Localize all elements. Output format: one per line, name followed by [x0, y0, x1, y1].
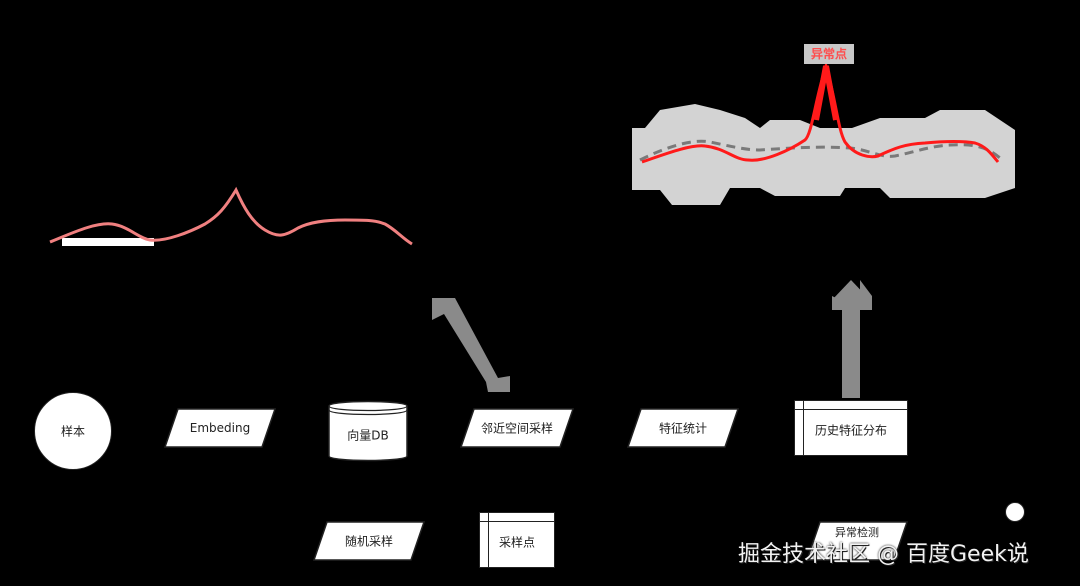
node-history-distribution-label: 历史特征分布: [814, 423, 887, 438]
node-sample[interactable]: 样本: [34, 392, 112, 470]
node-embedding-label: Embeding: [189, 421, 251, 435]
node-neighbor-sampling[interactable]: 邻近空间采样: [460, 408, 574, 448]
node-random-sampling[interactable]: 随机采样: [313, 521, 425, 561]
storage-v-line: [488, 513, 489, 567]
storage-h-line: [480, 521, 554, 522]
node-anomaly-detection-label: 异常检测: [835, 526, 879, 540]
node-anomaly-detection[interactable]: 异常检测: [806, 521, 908, 561]
node-neighbor-sampling-label: 邻近空间采样: [480, 421, 553, 436]
cylinder-shape: [328, 400, 408, 462]
anomaly-point-label: 异常点: [804, 44, 854, 64]
node-vector-db-label: 向量DB: [347, 428, 389, 443]
neighbor-sample-curve: [49, 186, 413, 246]
watermark: 掘金技术社区 @ 百度Geek说: [738, 542, 1029, 567]
node-feature-stats[interactable]: 特征统计: [627, 408, 739, 448]
parallelogram-shape: [806, 521, 908, 561]
node-vector-db[interactable]: 向量DB: [328, 398, 408, 462]
storage-h-line: [795, 409, 907, 410]
arrow-neighbor-to-left-chart: [432, 298, 510, 392]
node-sample-points-label: 采样点: [498, 535, 535, 550]
node-sample-label: 样本: [60, 424, 85, 439]
storage-v-line: [803, 401, 804, 455]
node-feature-stats-label: 特征统计: [658, 421, 707, 436]
parallelogram-shape: [627, 408, 739, 448]
node-history-distribution[interactable]: 历史特征分布: [794, 400, 908, 456]
node-embedding[interactable]: Embeding: [164, 408, 276, 448]
node-random-sampling-label: 随机采样: [344, 534, 393, 549]
parallelogram-shape: [164, 408, 276, 448]
node-end[interactable]: [1005, 502, 1025, 522]
anomaly-spike: [813, 65, 839, 121]
node-sample-points[interactable]: 采样点: [479, 512, 555, 568]
parallelogram-shape: [460, 408, 574, 448]
parallelogram-shape: [313, 521, 425, 561]
history-distribution-band: [632, 104, 1015, 205]
arrow-history-to-right-chart: [832, 280, 872, 398]
history-mean-dashed-line: [639, 139, 1001, 162]
